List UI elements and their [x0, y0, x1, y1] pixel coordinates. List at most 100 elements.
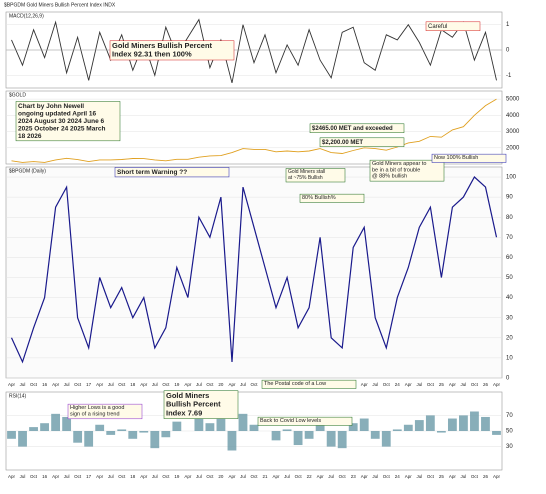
annotation-box	[109, 40, 235, 61]
y-tick-label: 70	[506, 413, 513, 419]
x-tick-label: Apr	[8, 474, 16, 479]
annotation-box	[431, 153, 507, 163]
x-tick-label: Apr	[140, 474, 148, 479]
x-tick-label: 16	[42, 382, 48, 387]
annotation-box	[114, 167, 230, 178]
annotation: Gold Miners Bullish Percent Index 7.69	[163, 390, 239, 419]
x-tick-label: 17	[86, 382, 92, 387]
bar	[18, 431, 27, 447]
y-tick-label: 60	[506, 255, 513, 261]
x-tick-label: Oct	[250, 474, 258, 479]
y-tick-label: 30	[506, 315, 513, 321]
x-tick-label: Jul	[240, 382, 246, 387]
x-tick-label: Jul	[372, 382, 378, 387]
y-tick-label: 5000	[506, 97, 520, 103]
x-tick-label: Jul	[152, 382, 158, 387]
x-tick-label: Jul	[108, 474, 114, 479]
x-tick-label: Oct	[162, 382, 170, 387]
x-tick-label: Jul	[372, 474, 378, 479]
bar	[128, 431, 138, 439]
annotation: The Postal code of a Low	[261, 379, 357, 389]
x-tick-label: 26	[483, 382, 489, 387]
panel-label: RSI(14)	[9, 393, 27, 399]
annotation: Now 100% Bullish	[431, 153, 507, 163]
annotation-box	[67, 403, 143, 420]
x-tick-label: 20	[218, 474, 224, 479]
annotation-text: Chart by John Newell ongoing updated Apri…	[18, 103, 105, 140]
bar	[172, 421, 182, 431]
bar	[95, 424, 105, 431]
x-tick-label: 22	[307, 474, 313, 479]
y-tick-label: 20	[506, 335, 513, 341]
x-tick-label: Oct	[383, 382, 391, 387]
x-tick-label: 26	[483, 474, 489, 479]
annotation: Gold Miners appear to be in a bit of trou…	[369, 159, 445, 182]
x-tick-label: Apr	[140, 382, 148, 387]
x-tick-label: Oct	[118, 382, 126, 387]
annotation: Short term Warning ??	[114, 167, 230, 178]
bar	[359, 418, 369, 431]
bar	[117, 429, 127, 431]
annotation: Gold Miners stall at ~75% Bullish	[285, 168, 346, 183]
bar	[84, 431, 94, 447]
bar	[29, 427, 38, 431]
bar	[304, 431, 314, 439]
annotation-box	[369, 159, 445, 182]
x-tick-label: Oct	[206, 474, 214, 479]
x-tick-label: Jul	[152, 474, 158, 479]
x-tick-label: Oct	[471, 474, 479, 479]
bar	[249, 424, 259, 431]
y-tick-label: 40	[506, 295, 513, 301]
x-tick-label: Apr	[361, 382, 369, 387]
y-tick-label: 80	[506, 215, 513, 221]
x-tick-label: Oct	[427, 382, 435, 387]
x-tick-label: Jul	[108, 382, 114, 387]
bar	[459, 415, 468, 431]
annotation-box	[425, 21, 481, 31]
x-tick-label: Oct	[295, 474, 303, 479]
bar	[51, 413, 61, 431]
bar	[414, 420, 424, 431]
x-tick-label: Apr	[449, 474, 457, 479]
x-tick-label: Jul	[64, 382, 70, 387]
bar	[370, 431, 380, 439]
x-tick-label: Apr	[8, 382, 16, 387]
x-tick-label: 24	[395, 382, 401, 387]
annotation-text: Gold Miners stall at ~75% Bullish	[288, 169, 325, 181]
x-tick-label: Jul	[64, 474, 70, 479]
bar	[282, 429, 292, 431]
x-tick-label: Oct	[250, 382, 258, 387]
panel-label: $BPGDM (Daily)	[9, 168, 46, 174]
x-tick-label: Apr	[96, 474, 104, 479]
bar	[150, 431, 160, 449]
x-tick-label: Jul	[196, 382, 202, 387]
annotation-box	[261, 379, 357, 389]
x-tick-label: Jul	[20, 382, 26, 387]
annotation-box	[319, 137, 405, 147]
x-tick-label: Oct	[471, 382, 479, 387]
bar	[7, 431, 16, 439]
annotation-text: 80% Bullish%	[302, 195, 336, 201]
y-tick-label: 3000	[506, 129, 520, 135]
chart-header: $BPGDM Gold Miners Bullish Percent Index…	[4, 2, 116, 8]
y-tick-label: 4000	[506, 113, 520, 119]
x-tick-label: Jul	[20, 474, 26, 479]
annotation-text: Now 100% Bullish	[434, 155, 478, 161]
bar	[227, 431, 237, 451]
y-tick-label: 50	[506, 429, 513, 435]
annotation-box	[285, 168, 346, 183]
bar	[62, 416, 72, 431]
x-tick-label: Apr	[493, 474, 501, 479]
x-tick-label: Apr	[184, 474, 192, 479]
x-tick-label: Apr	[228, 474, 236, 479]
x-tick-label: Jul	[461, 382, 467, 387]
bar	[337, 431, 347, 449]
x-tick-label: Apr	[228, 382, 236, 387]
x-tick-label: Apr	[493, 382, 501, 387]
annotation: Back to Covid Low levels	[257, 416, 353, 426]
x-tick-label: Apr	[273, 474, 281, 479]
x-tick-label: Oct	[206, 382, 214, 387]
x-tick-label: Apr	[449, 382, 457, 387]
bar	[40, 423, 49, 431]
